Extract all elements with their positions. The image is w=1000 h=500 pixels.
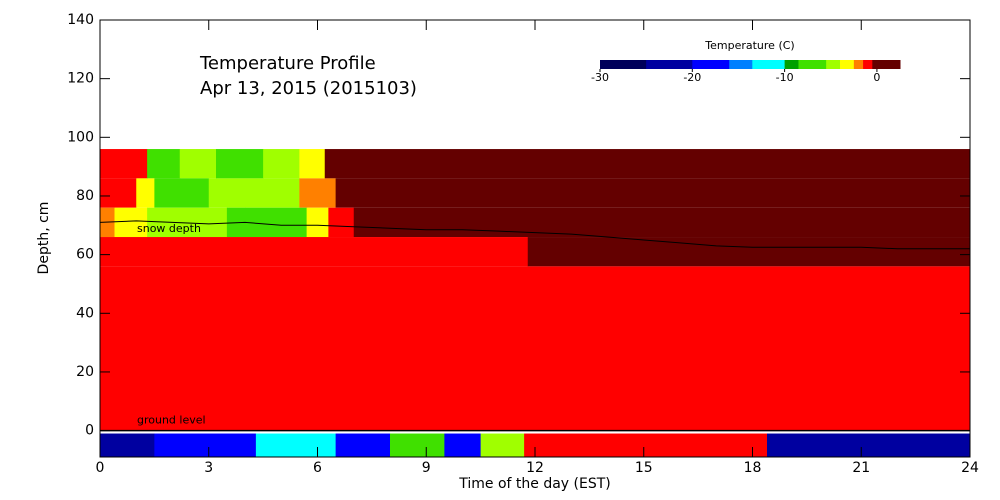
colorbar-segment [600, 60, 647, 69]
heat-cell [100, 433, 155, 457]
heat-cell [100, 178, 137, 208]
heat-cell [306, 207, 329, 238]
colorbar-segment [752, 60, 786, 69]
y-axis-label: Depth, cm [36, 202, 52, 275]
x-tick-label: 3 [204, 460, 213, 476]
x-axis-label: Time of the day (EST) [458, 476, 611, 492]
heat-cell [208, 178, 246, 208]
heat-cell [263, 149, 300, 179]
x-tick-label: 18 [744, 460, 762, 476]
heat-cell [328, 207, 355, 238]
x-tick-label: 21 [852, 460, 870, 476]
colorbar-tick-label: -20 [683, 71, 701, 84]
y-tick-label: 80 [76, 188, 94, 204]
colorbar-tick-label: 0 [873, 71, 880, 84]
heat-cell [100, 266, 971, 431]
x-tick-label: 12 [526, 460, 544, 476]
heat-cell [100, 237, 529, 267]
heat-cell [147, 149, 181, 179]
colorbar-segment [798, 60, 827, 69]
ground-level-label: ground level [137, 414, 206, 427]
heat-cell [335, 433, 391, 457]
y-tick-label: 20 [76, 364, 94, 380]
y-tick-label: 60 [76, 247, 94, 263]
chart-subtitle: Apr 13, 2015 (2015103) [200, 78, 417, 99]
heat-cell [299, 149, 326, 179]
heat-cell [524, 433, 768, 457]
heat-cell [154, 178, 210, 208]
colorbar-segment [784, 60, 799, 69]
y-tick-label: 120 [67, 71, 94, 87]
heat-cell [154, 433, 257, 457]
colorbar-segment [646, 60, 693, 69]
colorbar-segment [826, 60, 841, 69]
y-tick-label: 0 [85, 423, 94, 439]
y-tick-label: 40 [76, 305, 94, 321]
heat-cell [767, 433, 971, 457]
heat-cell [299, 178, 337, 208]
colorbar-segment [692, 60, 730, 69]
heat-cell [335, 178, 971, 208]
chart-title: Temperature Profile [199, 53, 376, 74]
heat-cell [100, 149, 148, 179]
heat-cell [255, 433, 337, 457]
colorbar-title: Temperature (C) [704, 39, 794, 52]
heat-cell [390, 433, 445, 457]
heat-cell [444, 433, 482, 457]
x-tick-label: 6 [313, 460, 322, 476]
heat-cell [114, 207, 148, 238]
y-tick-label: 100 [67, 129, 94, 145]
colorbar-segment [863, 60, 873, 69]
heat-cell [216, 149, 264, 179]
colorbar-tick-label: -30 [591, 71, 609, 84]
y-tick-label: 140 [67, 12, 94, 28]
colorbar-segment [853, 60, 864, 69]
heat-cell [324, 149, 971, 179]
colorbar-tick-label: -10 [776, 71, 794, 84]
x-tick-label: 9 [422, 460, 431, 476]
colorbar-segment [840, 60, 855, 69]
colorbar-segment [872, 60, 901, 69]
x-tick-label: 15 [635, 460, 653, 476]
x-tick-label: 0 [96, 460, 105, 476]
heat-cell [480, 433, 525, 457]
heat-cell [527, 237, 971, 267]
snow-depth-line [99, 220, 970, 250]
heat-cell [353, 207, 971, 238]
heat-cell [245, 178, 300, 208]
x-tick-label: 24 [961, 460, 979, 476]
heat-cell [136, 178, 155, 208]
colorbar-segment [729, 60, 753, 69]
snow-depth-label: snow depth [137, 222, 201, 235]
heat-cell [179, 149, 217, 179]
